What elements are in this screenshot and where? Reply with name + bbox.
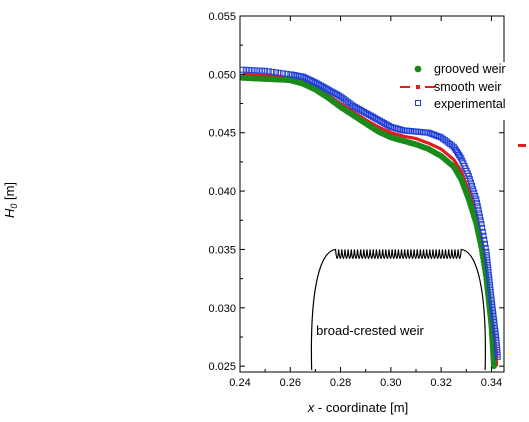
series-experimental-point bbox=[280, 70, 287, 77]
series-experimental-point bbox=[490, 316, 497, 323]
plot-frame bbox=[239, 15, 505, 373]
series-experimental-point bbox=[488, 295, 495, 302]
series-experimental-point bbox=[481, 236, 488, 243]
series-experimental-point bbox=[485, 268, 492, 275]
series-experimental-point bbox=[469, 182, 476, 189]
series-experimental-point bbox=[474, 199, 481, 206]
offscreen-red-mark bbox=[518, 144, 526, 147]
series-experimental-point bbox=[487, 285, 494, 292]
series-experimental-point bbox=[489, 301, 496, 308]
series-experimental-point bbox=[245, 67, 252, 74]
series-experimental-point bbox=[471, 189, 478, 196]
series-experimental-point bbox=[485, 272, 492, 279]
ticks-layer: 0.24 0.26 0.28 0.30 0.32 0.34 0.025 0.030 0.035 0… bbox=[208, 11, 504, 389]
y-tick-label: 0.030 bbox=[208, 303, 236, 315]
y-axis-title-var: H bbox=[2, 208, 17, 218]
series-experimental-point bbox=[476, 213, 483, 220]
y-tick-label: 0.055 bbox=[208, 11, 236, 23]
legend-grooved-weir-marker bbox=[414, 65, 422, 73]
series-experimental-point bbox=[492, 325, 499, 332]
x-tick-label: 0.26 bbox=[280, 377, 301, 389]
series-experimental-point bbox=[494, 353, 501, 360]
series-experimental-point bbox=[484, 262, 491, 269]
series-experimental-point bbox=[470, 186, 477, 193]
series-experimental-point bbox=[488, 298, 495, 305]
x-tick-label: 0.30 bbox=[380, 377, 401, 389]
y-tick-label: 0.025 bbox=[208, 361, 236, 373]
x-axis-title-var: x bbox=[307, 400, 315, 415]
series-grooved-weir-point bbox=[490, 363, 497, 370]
y-tick-label: 0.050 bbox=[208, 69, 236, 81]
series-experimental-point bbox=[465, 172, 472, 179]
y-tick-label: 0.045 bbox=[208, 128, 236, 140]
series-experimental-point bbox=[492, 331, 499, 338]
series-experimental-point bbox=[486, 275, 493, 282]
weir-profile-outline bbox=[310, 248, 486, 371]
series-experimental-point bbox=[255, 67, 262, 74]
series-experimental-point bbox=[487, 288, 494, 295]
y-axis-title-sub: 0 bbox=[9, 204, 19, 209]
y-tick-label: 0.040 bbox=[208, 186, 236, 198]
y-axis-title: H0 [m] bbox=[2, 182, 19, 218]
series-experimental-point bbox=[258, 67, 265, 74]
series-experimental-point bbox=[476, 210, 483, 217]
series-experimental-point bbox=[480, 232, 487, 239]
series-experimental-point bbox=[484, 255, 491, 262]
series-layer bbox=[240, 66, 501, 370]
series-experimental-point bbox=[252, 67, 259, 74]
series-experimental-point bbox=[492, 328, 499, 335]
series-experimental-point bbox=[490, 313, 497, 320]
weir-label: broad-crested weir bbox=[316, 323, 424, 338]
x-axis-title: x - coordinate [m] bbox=[307, 400, 408, 415]
series-experimental-point bbox=[488, 292, 495, 299]
series-experimental-point bbox=[269, 68, 276, 75]
series-experimental-point bbox=[490, 310, 497, 317]
x-axis-title-rest: - coordinate [m] bbox=[314, 400, 408, 415]
series-experimental-point bbox=[478, 220, 485, 227]
series-experimental-point bbox=[472, 192, 479, 199]
x-tick-label: 0.28 bbox=[330, 377, 351, 389]
series-experimental-point bbox=[249, 67, 256, 74]
series-experimental-point bbox=[474, 203, 481, 210]
series-experimental-point bbox=[482, 244, 489, 251]
series-experimental-point bbox=[489, 304, 496, 311]
series-experimental-point bbox=[481, 240, 488, 247]
legend-smooth-weir-dot bbox=[416, 85, 420, 89]
weir-layer bbox=[310, 248, 486, 371]
series-experimental-point bbox=[262, 67, 269, 74]
legend-experimental-label: experimental bbox=[434, 97, 506, 111]
series-experimental-point bbox=[486, 282, 493, 289]
x-tick-label: 0.24 bbox=[229, 377, 250, 389]
series-experimental-point bbox=[483, 252, 490, 259]
series-experimental-point bbox=[242, 66, 249, 73]
series-experimental-point bbox=[466, 176, 473, 183]
series-experimental-point bbox=[276, 69, 283, 76]
series-experimental-point bbox=[265, 68, 272, 75]
legend-smooth-weir-label: smooth weir bbox=[434, 80, 501, 94]
series-experimental-point bbox=[467, 179, 474, 186]
series-experimental-point bbox=[486, 278, 493, 285]
series-experimental-point bbox=[485, 265, 492, 272]
legend: grooved weir smooth weir experimental bbox=[398, 62, 518, 120]
legend-grooved-weir-label: grooved weir bbox=[434, 62, 506, 76]
series-experimental-point bbox=[483, 248, 490, 255]
series-experimental-point bbox=[475, 206, 482, 213]
x-tick-label: 0.34 bbox=[481, 377, 502, 389]
series-experimental-point bbox=[484, 258, 491, 265]
legend-experimental-marker bbox=[415, 100, 421, 106]
series-experimental-point bbox=[479, 224, 486, 231]
x-tick-label: 0.32 bbox=[430, 377, 451, 389]
series-experimental-point bbox=[272, 69, 279, 76]
y-axis-title-unit: [m] bbox=[2, 182, 17, 204]
y-tick-label: 0.035 bbox=[208, 244, 236, 256]
series-experimental-point bbox=[473, 196, 480, 203]
series-experimental-point bbox=[240, 66, 246, 73]
series-experimental-point bbox=[491, 319, 498, 326]
series-experimental-point bbox=[477, 217, 484, 224]
series-experimental-point bbox=[489, 307, 496, 314]
series-experimental-point bbox=[491, 322, 498, 329]
series-experimental-point bbox=[479, 228, 486, 235]
